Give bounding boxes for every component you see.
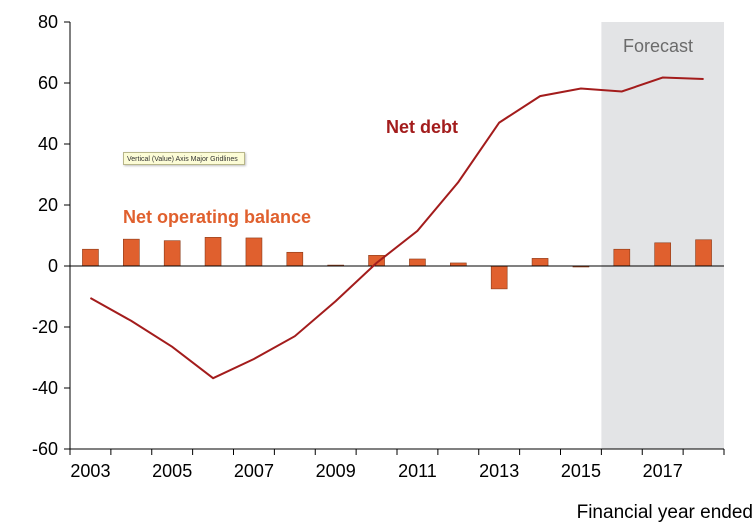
- bar-2011: [409, 258, 426, 267]
- bar-2016: [613, 248, 631, 267]
- bar-2018: [695, 239, 712, 267]
- net-debt-label: Net debt: [386, 117, 458, 137]
- bar-2006: [204, 237, 222, 267]
- x-tick-label: 2009: [316, 461, 356, 481]
- x-tick-label: 2003: [70, 461, 110, 481]
- bar-2014: [531, 258, 549, 267]
- x-tick-label: 2015: [561, 461, 601, 481]
- bar-2003: [82, 248, 99, 267]
- y-tick-label: -20: [32, 317, 58, 337]
- x-tick-label: 2005: [152, 461, 192, 481]
- bar-2005: [163, 240, 181, 267]
- bar-2017: [654, 242, 671, 267]
- y-tick-label: 80: [38, 12, 58, 32]
- bar-2004: [123, 238, 140, 267]
- forecast-label: Forecast: [623, 36, 693, 56]
- y-tick-label: 20: [38, 195, 58, 215]
- y-tick-label: -60: [32, 439, 58, 459]
- net-operating-balance-label: Net operating balance: [123, 207, 311, 227]
- y-tick-label: 0: [48, 256, 58, 276]
- gridlines-tooltip: Vertical (Value) Axis Major Gridlines: [123, 152, 245, 165]
- forecast-shade: [601, 22, 724, 449]
- y-tick-label: 60: [38, 73, 58, 93]
- net-debt-line: [89, 76, 704, 380]
- y-tick-label: -40: [32, 378, 58, 398]
- x-tick-label: 2007: [234, 461, 274, 481]
- bar-2008: [286, 251, 304, 267]
- x-axis-title: Financial year ended: [577, 502, 753, 523]
- bar-2007: [245, 237, 263, 267]
- bar-2013: [490, 265, 508, 290]
- y-tick-label: 40: [38, 134, 58, 154]
- x-tick-label: 2011: [398, 461, 437, 481]
- x-tick-label: 2017: [643, 461, 683, 481]
- bar-2010: [368, 255, 385, 267]
- x-tick-label: 2013: [479, 461, 519, 481]
